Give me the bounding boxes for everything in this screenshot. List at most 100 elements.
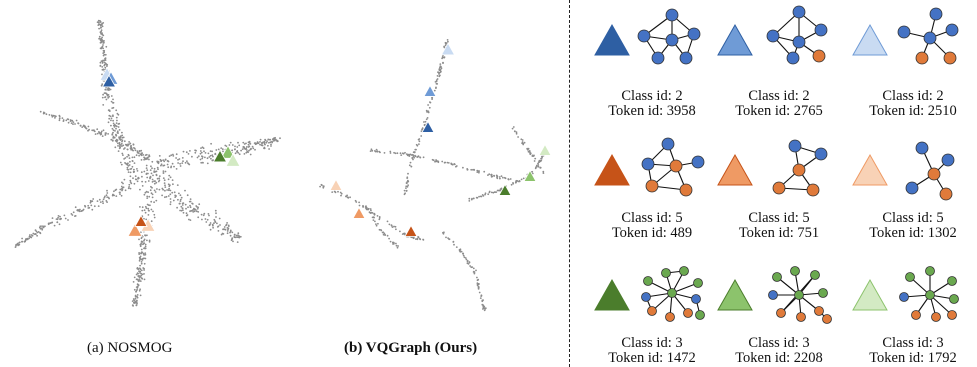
data-point [135,273,138,276]
data-point [124,189,127,192]
data-point [499,177,501,180]
data-point [141,259,144,261]
data-point [143,257,145,260]
data-point [476,171,479,174]
data-point [136,180,139,183]
data-point [477,286,480,289]
class-5-token-1-marker [404,224,418,237]
data-point [477,278,480,281]
class-2-legend-triangle-1 [594,23,630,56]
class-3-token-3-marker [225,152,241,167]
data-point [105,194,108,197]
data-point [407,179,409,182]
data-point [138,280,140,283]
data-point [397,245,399,247]
data-point [117,142,119,145]
data-point [362,206,364,208]
token-id-text: Token id: 2208 [735,350,823,366]
data-point [144,211,147,214]
data-point [189,150,191,152]
data-point [204,152,207,154]
data-point [177,162,180,164]
data-point [391,226,394,229]
data-point [135,295,137,298]
data-point [150,172,153,175]
class-2-token-3-marker [440,42,456,56]
data-point [420,135,423,137]
data-point [380,229,383,232]
token-label: Class id: 5 Token id: 1302 [848,211,977,241]
data-point [158,188,161,191]
data-point [39,225,42,228]
data-point [438,68,441,70]
data-point [18,241,21,244]
data-point [138,238,140,241]
data-point [443,56,446,58]
data-point [139,188,141,191]
data-point [245,149,248,151]
data-point [383,152,386,154]
data-point [128,186,131,188]
data-point [87,204,90,207]
token-id-text: Token id: 3958 [608,103,696,119]
data-point [522,143,525,146]
data-point [237,152,240,154]
data-point [114,189,117,192]
data-point [136,294,139,296]
data-point [170,166,172,169]
data-point [144,181,147,183]
data-point [502,176,504,179]
graph-node [929,7,943,21]
data-point [520,178,523,181]
data-point [172,153,174,156]
data-point [178,192,180,195]
data-point [174,196,177,199]
class-2-token-graph-2 [766,5,828,65]
data-point [393,151,395,154]
data-point [259,143,261,146]
data-point [388,223,391,226]
graph-node [792,163,806,177]
data-point [167,189,170,192]
data-point [146,197,149,200]
data-point [143,273,145,275]
class-5-token-2-marker [352,206,366,219]
graph-node [786,51,800,65]
data-point [36,231,39,234]
data-point [118,122,121,125]
graph-node [947,276,957,286]
data-point [139,206,141,208]
data-point [164,184,166,187]
data-point [383,232,386,235]
data-point [238,236,241,239]
data-point [15,244,17,247]
data-point [175,153,178,156]
data-point [196,206,198,208]
data-point [528,150,531,152]
data-point [172,155,175,157]
graph-node [772,272,782,282]
data-point [231,238,233,241]
data-point [199,158,202,161]
data-point [112,98,114,101]
data-point [163,164,166,167]
graph-node [691,294,701,304]
graph-node [814,306,824,316]
data-point [16,242,19,245]
data-point [144,157,146,160]
data-point [192,211,195,213]
data-point [148,209,150,212]
data-point [200,147,202,150]
data-point [469,265,471,267]
data-point [213,218,216,221]
data-point [403,193,406,196]
data-point [141,206,144,209]
data-point [493,175,496,177]
data-point [149,169,152,172]
graph-node [814,147,828,161]
data-point [426,111,428,113]
data-point [144,234,147,237]
data-point [415,238,417,241]
data-point [436,83,439,85]
